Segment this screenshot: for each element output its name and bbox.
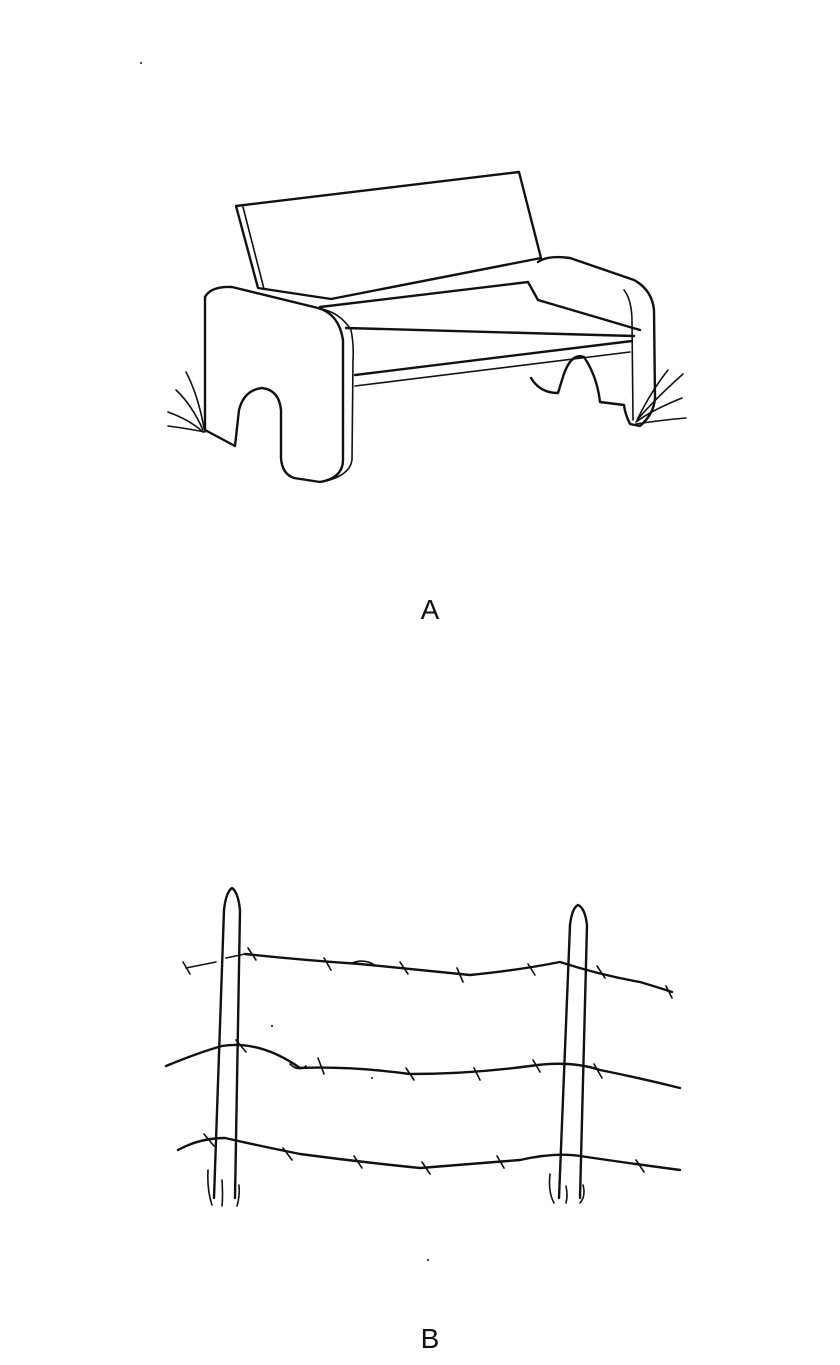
bench-right-support <box>529 255 657 428</box>
fence-post-right <box>548 903 589 1204</box>
grass-tuft-left <box>167 371 206 433</box>
barbed-wire-top <box>182 947 674 999</box>
bench-backrest <box>234 170 543 301</box>
speck <box>140 62 142 64</box>
fence-post-left <box>207 886 242 1207</box>
barbed-wire-bottom <box>176 1133 682 1175</box>
figure-a: A <box>0 0 840 660</box>
bench-left-support <box>203 285 355 484</box>
grass-tuft-right <box>635 369 687 425</box>
speck <box>427 1259 429 1261</box>
bench-illustration <box>140 62 687 484</box>
barbed-wire-middle <box>164 1025 682 1090</box>
figure-a-label: A <box>420 594 440 625</box>
figure-b-label: B <box>420 1323 440 1354</box>
fence-illustration <box>164 886 682 1261</box>
figure-b: B <box>0 660 840 1365</box>
